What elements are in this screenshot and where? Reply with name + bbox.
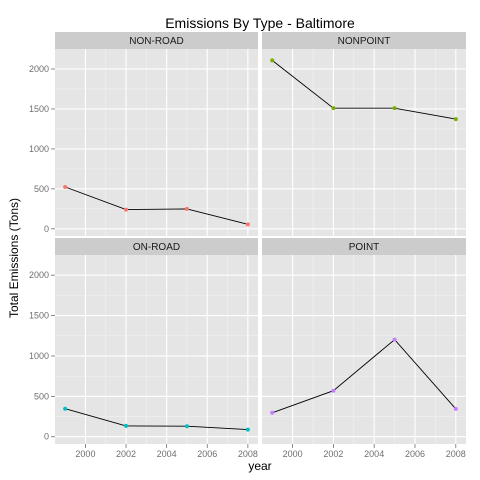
x-tick-label: 2002 xyxy=(323,449,343,459)
facet-label: NONPOINT xyxy=(338,36,391,47)
x-tick-label: 2000 xyxy=(283,449,303,459)
y-tick-label: 0 xyxy=(44,432,49,442)
panel-background xyxy=(55,255,258,444)
x-tick-label: 2002 xyxy=(116,449,136,459)
data-point xyxy=(124,207,129,212)
data-point xyxy=(392,106,397,111)
chart-title: Emissions By Type - Baltimore xyxy=(165,15,355,31)
data-point xyxy=(124,423,129,428)
series-line-on-road xyxy=(65,408,248,431)
data-point xyxy=(184,424,189,429)
data-point xyxy=(270,58,275,63)
data-point xyxy=(63,185,68,190)
panel-background xyxy=(262,255,466,444)
x-tick-label: 2000 xyxy=(75,449,95,459)
x-tick-label: 2008 xyxy=(238,449,258,459)
data-point xyxy=(331,388,336,393)
data-point xyxy=(392,337,397,342)
x-axis-point: 2000 2002 2004 2006 2008 xyxy=(283,444,466,459)
facet-label: NON-ROAD xyxy=(129,36,183,47)
y-axis-on-road: 0 500 1000 1500 2000 xyxy=(29,270,55,442)
facet-strip xyxy=(262,238,466,255)
x-axes: 2000 2002 2004 2006 2008 2000 2002 2004 2006 2008 xyxy=(75,444,466,459)
facet-strip xyxy=(55,32,258,49)
series-line-non-road xyxy=(65,186,248,225)
x-tick-label: 2006 xyxy=(405,449,425,459)
x-axis-title: year xyxy=(248,459,271,473)
x-tick-label: 2004 xyxy=(157,449,177,459)
y-tick-label: 0 xyxy=(44,224,49,234)
facet-label: ON-ROAD xyxy=(133,242,180,253)
facet-grid: NON-ROAD NONPOINT ON-ROAD POINT xyxy=(55,32,466,444)
x-tick-label: 2008 xyxy=(446,449,466,459)
facet-nonpoint: NONPOINT xyxy=(262,32,466,236)
y-tick-label: 500 xyxy=(34,391,49,401)
y-axis-title: Total Emissions (Tons) xyxy=(7,198,21,318)
x-axis-on-road: 2000 2002 2004 2006 2008 xyxy=(75,444,258,459)
facet-on-road: ON-ROAD xyxy=(55,238,258,444)
y-tick-label: 1500 xyxy=(29,311,49,321)
data-point xyxy=(331,106,336,111)
panel-background xyxy=(55,49,258,236)
data-point xyxy=(63,406,68,411)
y-tick-label: 500 xyxy=(34,184,49,194)
series-line-nonpoint xyxy=(271,60,456,120)
y-tick-label: 1000 xyxy=(29,144,49,154)
facet-strip xyxy=(55,238,258,255)
data-point xyxy=(453,406,458,411)
facet-strip xyxy=(262,32,466,49)
x-tick-label: 2004 xyxy=(364,449,384,459)
y-tick-label: 1500 xyxy=(29,104,49,114)
data-point xyxy=(245,222,250,227)
y-tick-label: 2000 xyxy=(29,64,49,74)
series-line-point xyxy=(272,338,457,414)
data-point xyxy=(270,410,275,415)
y-tick-label: 1000 xyxy=(29,351,49,361)
data-point xyxy=(184,206,189,211)
facet-non-road: NON-ROAD xyxy=(55,32,258,236)
facet-point: POINT xyxy=(262,238,466,444)
y-tick-label: 2000 xyxy=(29,270,49,280)
data-point xyxy=(453,117,458,122)
x-tick-label: 2006 xyxy=(197,449,217,459)
facet-label: POINT xyxy=(349,242,380,253)
data-point xyxy=(245,427,250,432)
y-axis-non-road: 0 500 1000 1500 2000 xyxy=(29,64,55,234)
panel-background xyxy=(262,49,466,236)
y-axes: 0 500 1000 1500 2000 0 500 1000 1500 2000 xyxy=(29,64,55,442)
